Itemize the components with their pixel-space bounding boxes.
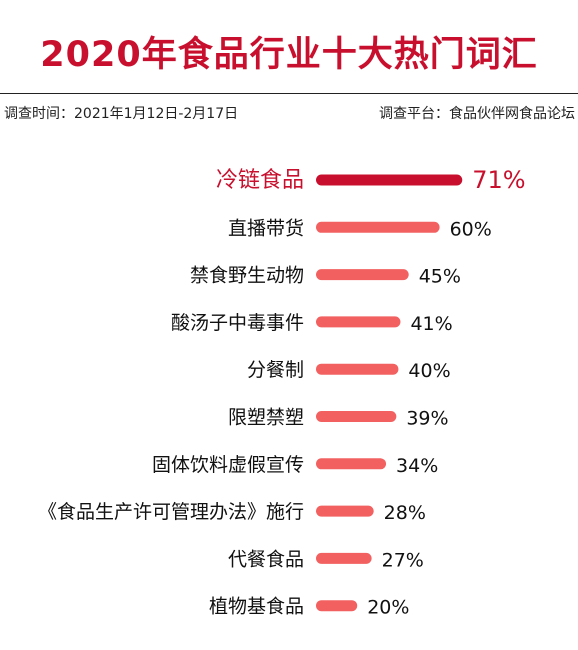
- survey-platform: 调查平台：食品伙伴网食品论坛: [379, 106, 575, 122]
- category-label: 限塑禁塑: [228, 407, 304, 429]
- bar: [316, 411, 397, 422]
- bar: [316, 458, 387, 470]
- bar: [316, 221, 440, 233]
- category-label: 《食品生产许可管理办法》施行: [38, 501, 304, 523]
- bar: [316, 269, 409, 281]
- value-label: 34%: [396, 455, 438, 477]
- value-label: 39%: [406, 408, 448, 430]
- value-label: 40%: [408, 360, 450, 382]
- category-label: 冷链食品: [216, 168, 304, 193]
- chart-title: 2020年食品行业十大热门词汇: [40, 35, 538, 75]
- bar: [316, 363, 399, 375]
- value-label: 71%: [472, 166, 525, 194]
- value-label: 20%: [367, 597, 409, 619]
- category-label: 固体饮料虚假宣传: [152, 454, 304, 476]
- survey-time: 调查时间：2021年1月12日-2月17日: [4, 106, 239, 122]
- bar: [316, 505, 374, 517]
- bar: [316, 316, 401, 328]
- category-label: 代餐食品: [228, 548, 304, 570]
- category-label: 禁食野生动物: [190, 265, 304, 287]
- value-label: 41%: [410, 313, 452, 335]
- header-divider: [0, 93, 578, 94]
- category-label: 植物基食品: [209, 596, 304, 618]
- category-label: 分餐制: [247, 359, 304, 381]
- value-label: 60%: [450, 218, 492, 240]
- bar: [316, 174, 463, 186]
- value-label: 28%: [384, 502, 426, 524]
- value-label: 45%: [419, 266, 461, 288]
- category-label: 酸汤子中毒事件: [171, 312, 304, 334]
- bar: [316, 552, 372, 564]
- category-label: 直播带货: [228, 217, 304, 239]
- bar: [316, 600, 358, 612]
- value-label: 27%: [382, 549, 424, 571]
